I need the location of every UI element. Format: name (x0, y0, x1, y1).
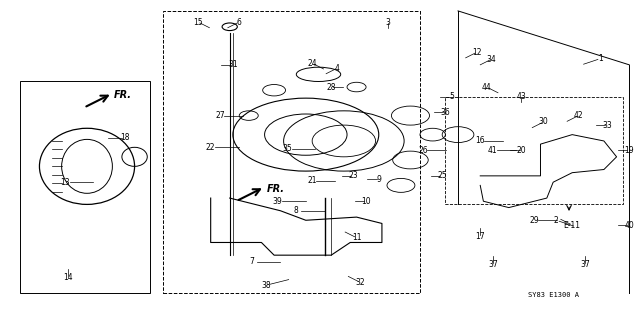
Text: 20: 20 (517, 146, 526, 155)
Text: 30: 30 (539, 117, 548, 126)
Text: 39: 39 (273, 197, 282, 206)
Text: 37: 37 (580, 260, 590, 269)
Text: 16: 16 (475, 136, 485, 146)
Text: 32: 32 (355, 278, 364, 287)
Text: 27: 27 (215, 111, 225, 120)
Text: E-11: E-11 (564, 220, 581, 229)
Text: 10: 10 (361, 197, 371, 206)
Text: 8: 8 (294, 206, 299, 215)
Text: 33: 33 (602, 121, 612, 130)
Text: 26: 26 (419, 146, 428, 155)
Text: 40: 40 (624, 220, 634, 229)
Text: 2: 2 (554, 216, 559, 225)
Text: 17: 17 (475, 232, 485, 241)
Text: 4: 4 (335, 63, 340, 73)
Text: 9: 9 (376, 174, 381, 184)
Text: 7: 7 (250, 257, 254, 266)
Text: 28: 28 (326, 83, 336, 92)
Text: 24: 24 (307, 59, 317, 68)
Text: 13: 13 (60, 178, 69, 187)
Text: 37: 37 (488, 260, 497, 269)
Text: 31: 31 (228, 60, 238, 69)
Text: FR.: FR. (266, 184, 285, 194)
Text: SY83 E1300 A: SY83 E1300 A (527, 292, 578, 298)
Text: 12: 12 (472, 48, 482, 57)
Text: FR.: FR. (114, 90, 132, 100)
Text: 23: 23 (348, 172, 358, 180)
Text: 18: 18 (120, 133, 130, 142)
Text: 14: 14 (63, 273, 73, 282)
Text: 42: 42 (574, 111, 583, 120)
Text: 11: 11 (352, 233, 361, 242)
Text: 34: 34 (487, 55, 496, 64)
Text: 35: 35 (282, 144, 292, 153)
Text: 1: 1 (598, 54, 603, 63)
Text: 21: 21 (308, 176, 317, 185)
Text: 15: 15 (193, 18, 203, 27)
Text: 22: 22 (206, 143, 215, 152)
Text: 36: 36 (440, 108, 450, 117)
Text: 44: 44 (482, 83, 491, 92)
Text: 3: 3 (386, 18, 390, 27)
Text: 29: 29 (529, 216, 539, 225)
Text: 19: 19 (624, 146, 634, 155)
Text: 5: 5 (449, 92, 454, 101)
Text: 43: 43 (517, 92, 526, 101)
Text: 38: 38 (261, 281, 271, 290)
Text: 41: 41 (488, 146, 497, 155)
Text: 25: 25 (438, 172, 447, 180)
Text: 6: 6 (237, 18, 241, 27)
